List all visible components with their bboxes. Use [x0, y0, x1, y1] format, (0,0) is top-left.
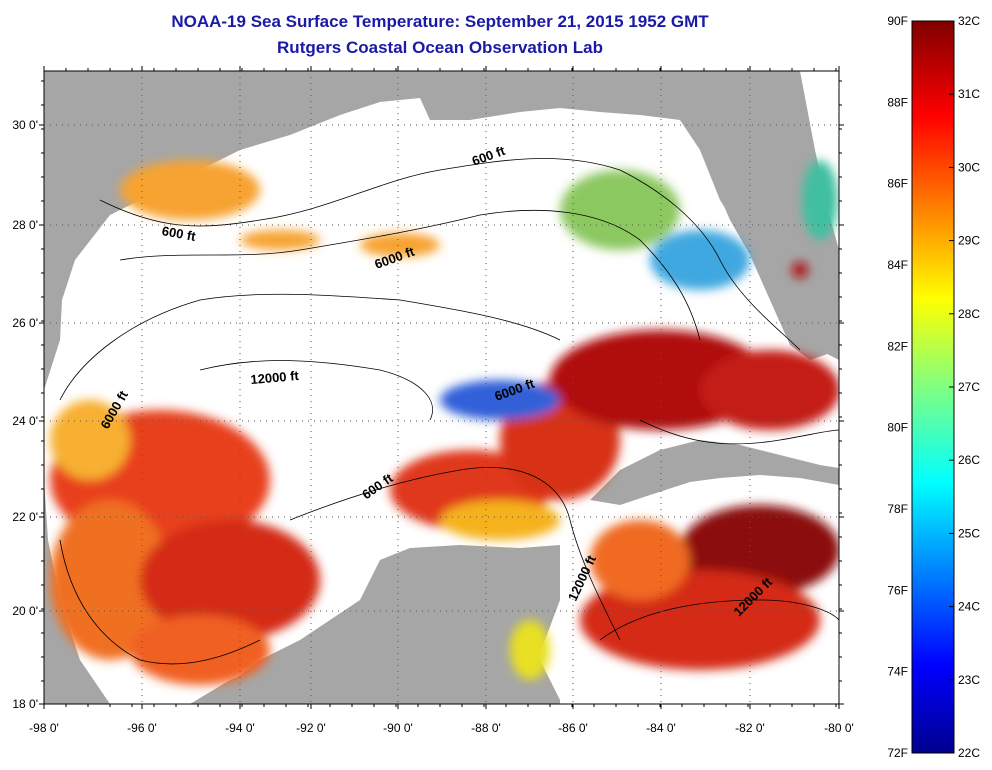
florida-land — [700, 90, 839, 360]
x-tick-label: -80 0' — [824, 721, 854, 735]
colorbar-c-label: 28C — [958, 307, 980, 321]
y-tick-label: 30 0' — [12, 118, 38, 132]
y-tick-label: 28 0' — [12, 218, 38, 232]
map-subtitle: Rutgers Coastal Ocean Observation Lab — [277, 38, 603, 57]
colorbar-f-label: 74F — [887, 665, 908, 679]
x-tick-label: -90 0' — [383, 721, 413, 735]
x-tick-label: -96 0' — [127, 721, 157, 735]
colorbar-f-label: 80F — [887, 421, 908, 435]
colorbar-c-label: 25C — [958, 526, 980, 540]
central-america-land — [190, 640, 380, 704]
y-tick-label: 24 0' — [12, 414, 38, 428]
colorbar-f-label: 84F — [887, 258, 908, 272]
map-title: NOAA-19 Sea Surface Temperature: Septemb… — [171, 12, 709, 31]
x-tick-label: -92 0' — [296, 721, 326, 735]
colorbar-f-label: 82F — [887, 339, 908, 353]
colorbar-f-label: 78F — [887, 502, 908, 516]
longitude-axis: -98 0' -96 0' -94 0' -92 0' -90 0' -88 0' -86 … — [29, 66, 854, 735]
map-body — [44, 71, 839, 704]
y-tick-label: 26 0' — [12, 316, 38, 330]
colorbar-c-label: 27C — [958, 380, 980, 394]
y-tick-label: 22 0' — [12, 510, 38, 524]
colorbar-f-label: 86F — [887, 177, 908, 191]
x-tick-label: -86 0' — [558, 721, 588, 735]
map-frame — [43, 70, 840, 705]
colorbar-c-label: 30C — [958, 160, 980, 174]
x-tick-label: -82 0' — [735, 721, 765, 735]
x-tick-label: -84 0' — [646, 721, 676, 735]
colorbar-c-label: 26C — [958, 453, 980, 467]
colorbar-f-label: 72F — [887, 746, 908, 760]
colorbar-c-label: 32C — [958, 14, 980, 28]
colorbar-c-label: 31C — [958, 87, 980, 101]
colorbar-c-label: 29C — [958, 234, 980, 248]
colorbar-f-label: 90F — [887, 14, 908, 28]
x-tick-label: -98 0' — [29, 721, 59, 735]
colorbar — [911, 20, 955, 754]
latitude-axis: 30 0' 28 0' 26 0' 24 0' 22 0' 20 0' 18 0' — [12, 80, 844, 711]
bathymetry-contours — [59, 158, 839, 665]
colorbar-c-label: 24C — [958, 600, 980, 614]
colorbar-c-label: 23C — [958, 673, 980, 687]
sst-data-layer — [50, 160, 839, 685]
lat-lon-grid — [44, 71, 839, 704]
y-tick-label: 18 0' — [12, 697, 38, 711]
colorbar-celsius-labels: 32C 31C 30C 29C 28C 27C 26C 25C 24C 23C 22C — [949, 14, 980, 760]
contour-depth-label: 600 ft — [161, 223, 198, 244]
x-tick-label: -94 0' — [225, 721, 255, 735]
cuba-land — [590, 440, 839, 505]
x-tick-label: -88 0' — [471, 721, 501, 735]
colorbar-c-label: 22C — [958, 746, 980, 760]
yucatan-land — [360, 545, 560, 704]
colorbar-fahrenheit-labels: 90F 88F 86F 84F 82F 80F 78F 76F 74F 72F — [887, 14, 908, 760]
colorbar-f-label: 88F — [887, 95, 908, 109]
y-tick-label: 20 0' — [12, 604, 38, 618]
colorbar-f-label: 76F — [887, 583, 908, 597]
contour-depth-label: 12000 ft — [250, 368, 300, 387]
